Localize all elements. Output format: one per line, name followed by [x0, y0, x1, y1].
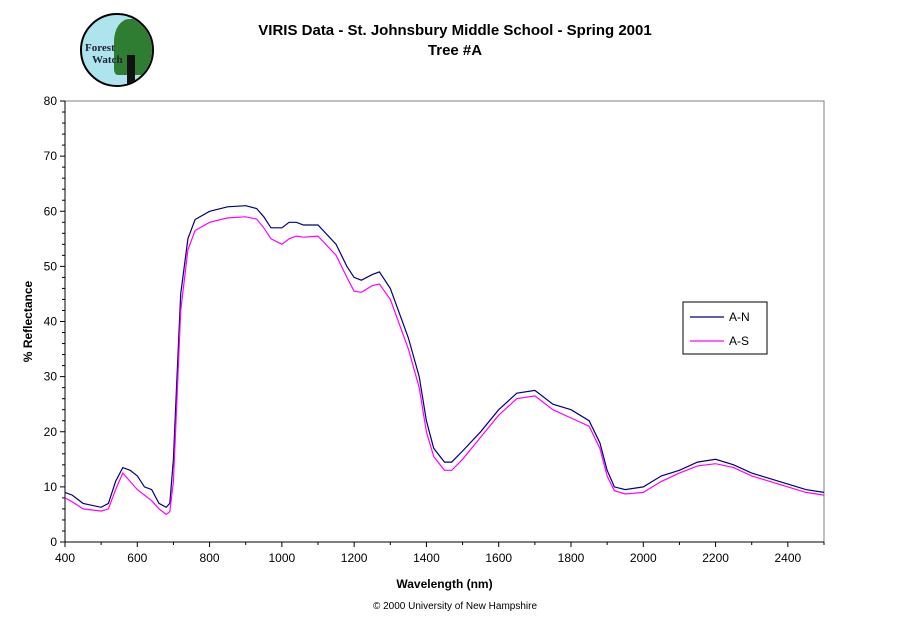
- y-tick-label: 40: [44, 315, 58, 329]
- x-tick-label: 2000: [630, 551, 657, 565]
- series-line-a-s: [64, 216, 825, 516]
- x-tick-label: 1000: [269, 551, 296, 565]
- series-line-a-n: [64, 205, 825, 509]
- y-tick-label: 80: [44, 94, 58, 108]
- chart-subtitle: Tree #A: [427, 42, 483, 59]
- y-tick-label: 50: [44, 259, 58, 273]
- logo-text-2: Watch: [92, 54, 123, 66]
- x-tick-label: 400: [55, 551, 75, 565]
- legend-label-a-n: A-N: [729, 310, 750, 324]
- x-tick-label: 1200: [341, 551, 368, 565]
- tree-trunk-icon: [127, 55, 135, 85]
- x-tick-label: 1600: [485, 551, 512, 565]
- y-tick-label: 60: [44, 204, 58, 218]
- legend-label-a-s: A-S: [729, 334, 749, 348]
- y-tick-label: 0: [50, 535, 57, 549]
- chart-title: VIRIS Data - St. Johnsbury Middle School…: [258, 22, 652, 39]
- x-tick-label: 800: [200, 551, 220, 565]
- logo-text-1: Forest: [85, 42, 115, 54]
- x-tick-label: 600: [127, 551, 147, 565]
- x-tick-label: 2200: [702, 551, 729, 565]
- y-axis-label: % Reflectance: [21, 280, 35, 362]
- y-tick-label: 10: [44, 480, 58, 494]
- y-tick-label: 70: [44, 149, 58, 163]
- legend-box: [682, 301, 768, 355]
- x-tick-label: 1800: [558, 551, 585, 565]
- footer-copyright: © 2000 University of New Hampshire: [372, 601, 538, 612]
- y-tick-label: 30: [44, 370, 58, 384]
- x-tick-label: 1400: [413, 551, 440, 565]
- x-axis-label: Wavelength (nm): [396, 577, 492, 591]
- x-tick-label: 2400: [775, 551, 802, 565]
- y-tick-label: 20: [44, 425, 58, 439]
- forest-watch-logo: Forest Watch: [80, 13, 154, 87]
